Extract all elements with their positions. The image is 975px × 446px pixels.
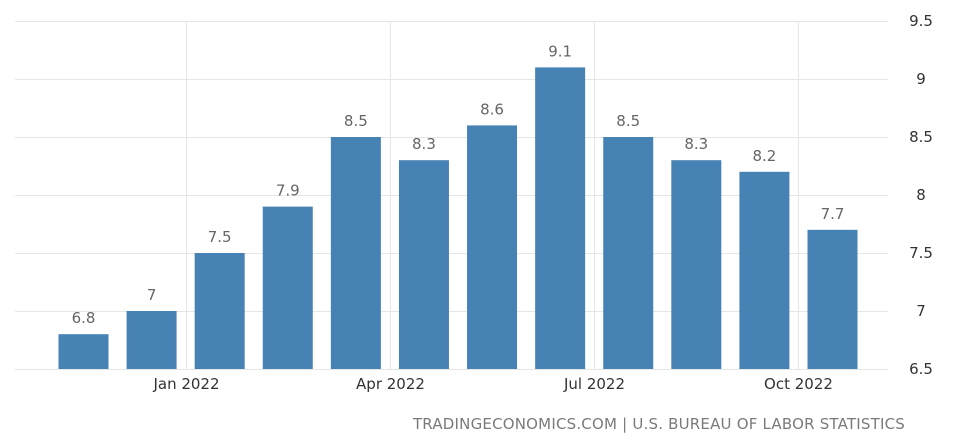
bar-value-label: 8.5 <box>616 112 640 130</box>
bar-value-label: 7 <box>147 286 157 304</box>
bar-value-label: 6.8 <box>72 309 96 327</box>
bar-mar-2022 <box>330 137 381 369</box>
bar-jan-2022 <box>194 253 245 369</box>
bar-value-label: 8.6 <box>480 100 504 118</box>
bar-dec-2021 <box>126 311 177 369</box>
bar-jul-2022 <box>603 137 654 369</box>
bar-may-2022 <box>467 125 518 370</box>
x-axis-ticks: Jan 2022 Apr 2022 Jul 2022 Oct 2022 <box>152 375 832 393</box>
bar-value-label: 8.3 <box>684 135 708 153</box>
y-tick-label: 8.5 <box>909 128 933 146</box>
data-labels: 6.8 7 7.5 7.9 8.5 8.3 8.6 9.1 8.5 8.3 8.2 7.7 <box>72 42 845 327</box>
bar-value-label: 7.5 <box>208 228 232 246</box>
bar-apr-2022 <box>398 160 449 369</box>
source-attribution: TRADINGECONOMICS.COM | U.S. BUREAU OF LA… <box>412 415 905 433</box>
bar-value-label: 9.1 <box>548 42 572 60</box>
y-tick-label: 6.5 <box>909 360 933 378</box>
bar-aug-2022 <box>671 160 722 369</box>
bar-sep-2022 <box>739 171 790 369</box>
bar-value-label: 7.9 <box>276 182 300 200</box>
x-tick-label: Jan 2022 <box>152 375 219 393</box>
x-tick-label: Jul 2022 <box>563 375 625 393</box>
bar-oct-2022 <box>807 229 858 369</box>
bar-nov-2021 <box>58 334 109 369</box>
x-tick-label: Oct 2022 <box>764 375 833 393</box>
y-tick-label: 7 <box>916 302 926 320</box>
y-tick-label: 7.5 <box>909 244 933 262</box>
bar-value-label: 7.7 <box>821 205 845 223</box>
bar-value-label: 8.2 <box>752 147 776 165</box>
bar-jun-2022 <box>535 67 586 370</box>
bar-value-label: 8.5 <box>344 112 368 130</box>
y-tick-label: 9 <box>916 70 926 88</box>
y-tick-label: 8 <box>916 186 926 204</box>
y-tick-label: 9.5 <box>909 12 933 30</box>
y-axis-ticks: 6.5 7 7.5 8 8.5 9 9.5 <box>909 12 933 378</box>
x-tick-label: Apr 2022 <box>356 375 425 393</box>
bar-value-label: 8.3 <box>412 135 436 153</box>
bars <box>58 67 858 370</box>
bar-feb-2022 <box>262 206 313 369</box>
